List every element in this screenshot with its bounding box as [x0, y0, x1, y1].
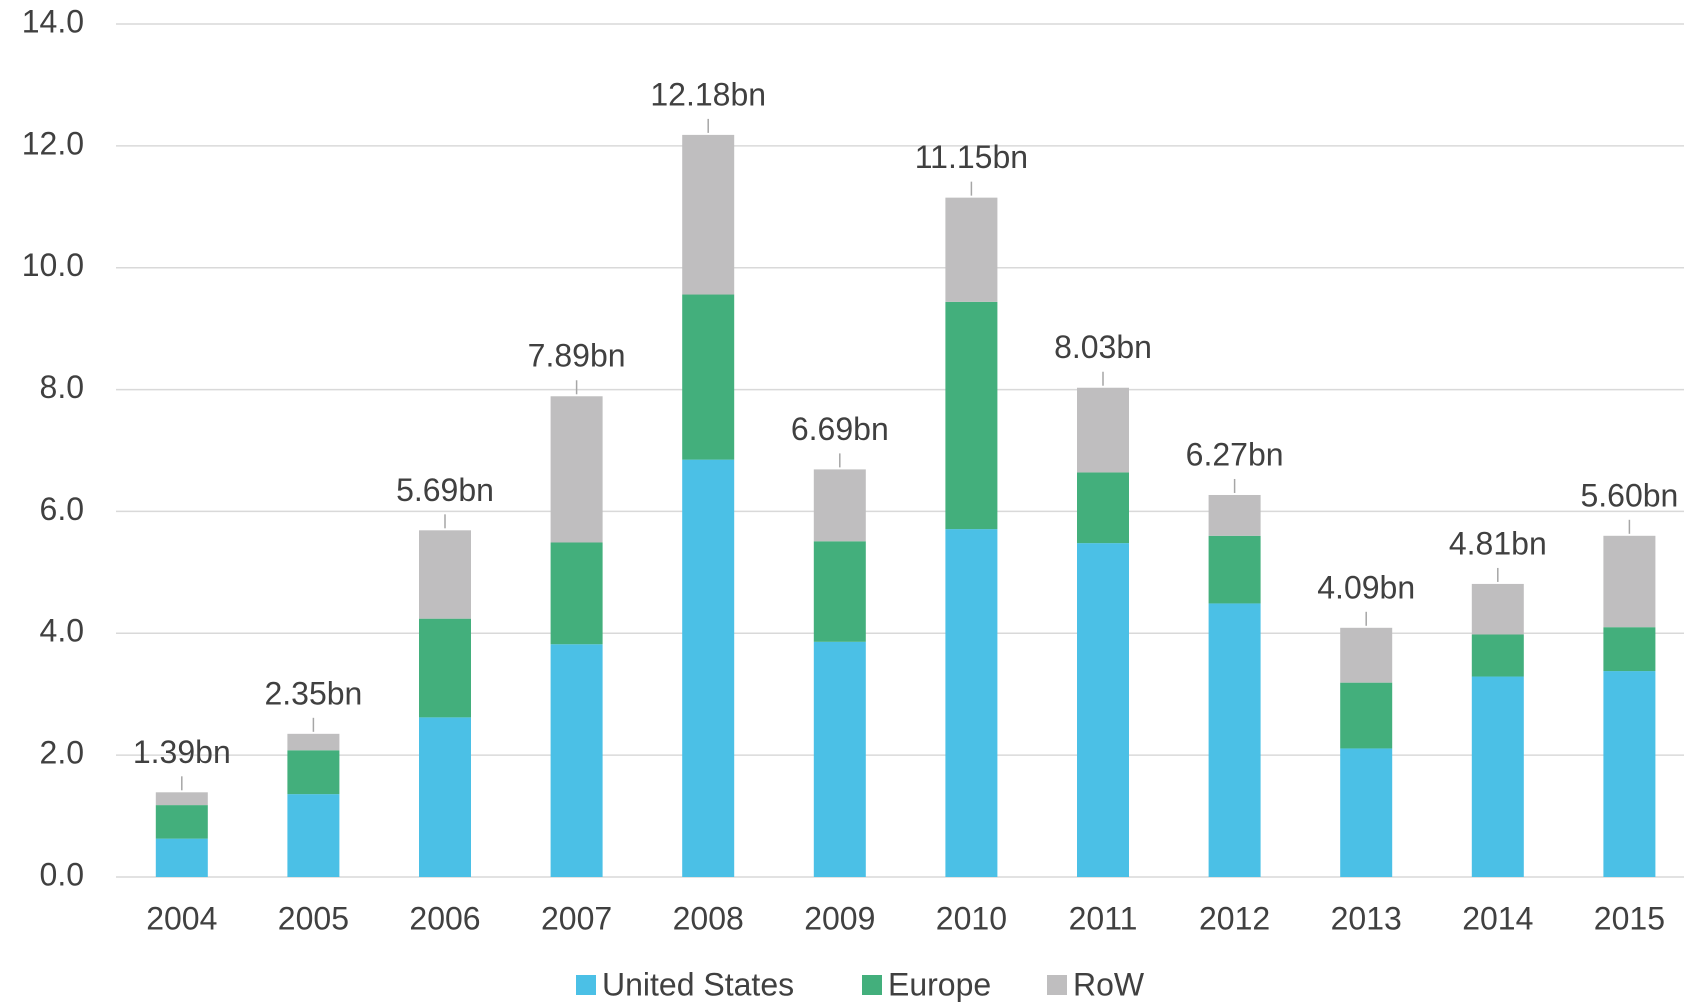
- total-label: 2.35bn: [264, 675, 362, 711]
- total-label: 1.39bn: [133, 734, 231, 770]
- x-tick-label: 2008: [673, 900, 744, 936]
- y-tick-label: 14.0: [22, 3, 84, 39]
- total-label: 6.69bn: [791, 411, 889, 447]
- bar-segment: [1340, 748, 1393, 877]
- bar-segment: [1077, 387, 1129, 473]
- bar-segment: [945, 529, 998, 877]
- bar-segment: [287, 733, 340, 751]
- bar-segment: [550, 644, 603, 877]
- bar-segment: [1603, 535, 1656, 628]
- total-label: 4.81bn: [1449, 525, 1547, 561]
- x-tick-label: 2011: [1069, 900, 1138, 936]
- total-label: 8.03bn: [1054, 329, 1152, 365]
- y-tick-label: 10.0: [22, 247, 84, 283]
- bar-segment: [1603, 627, 1656, 672]
- legend-label: United States: [602, 966, 794, 1002]
- bar-segment: [419, 618, 471, 718]
- bar-segment: [682, 134, 735, 295]
- legend-swatch: [862, 975, 882, 995]
- x-tick-label: 2006: [409, 900, 480, 936]
- x-tick-label: 2007: [541, 900, 612, 936]
- total-label: 12.18bn: [650, 76, 766, 112]
- bar-segment: [287, 794, 340, 877]
- bar-segment: [1077, 543, 1129, 877]
- x-tick-label: 2014: [1462, 900, 1533, 936]
- bar-segment: [813, 541, 866, 642]
- bar-segment: [945, 197, 998, 302]
- bar-segment: [1603, 671, 1656, 877]
- x-tick-label: 2013: [1331, 900, 1402, 936]
- bar-segment: [1471, 583, 1524, 635]
- x-tick-label: 2005: [278, 900, 349, 936]
- x-tick-label: 2012: [1199, 900, 1270, 936]
- y-tick-label: 6.0: [40, 491, 84, 527]
- bar-segment: [813, 641, 866, 877]
- bar-segment: [155, 838, 208, 877]
- x-tick-label: 2015: [1594, 900, 1665, 936]
- y-tick-label: 12.0: [22, 125, 84, 161]
- bar-segment: [682, 294, 735, 460]
- bar-segment: [287, 750, 340, 795]
- total-label: 4.09bn: [1317, 569, 1415, 605]
- y-tick-label: 0.0: [40, 856, 84, 892]
- bar-segment: [1208, 603, 1261, 877]
- total-label: 11.15bn: [915, 139, 1028, 175]
- y-tick-label: 4.0: [40, 613, 84, 649]
- bar-segment: [1471, 634, 1524, 677]
- bar-segment: [1471, 676, 1524, 877]
- bar-segment: [1208, 535, 1261, 604]
- legend-swatch: [576, 975, 596, 995]
- bar-segment: [945, 301, 998, 530]
- total-label: 5.60bn: [1580, 477, 1678, 513]
- bar-segment: [419, 717, 471, 877]
- bar-segment: [550, 542, 603, 645]
- bar-segment: [1208, 494, 1261, 536]
- y-tick-label: 2.0: [40, 735, 84, 771]
- total-label: 7.89bn: [528, 338, 626, 374]
- legend-swatch: [1047, 975, 1067, 995]
- bar-segment: [419, 530, 471, 619]
- bar-segment: [155, 805, 208, 839]
- bar-segment: [813, 469, 866, 542]
- legend-label: RoW: [1073, 966, 1145, 1002]
- x-tick-label: 2009: [804, 900, 875, 936]
- bar-segment: [1340, 627, 1393, 683]
- bar-segment: [682, 459, 735, 877]
- bar-segment: [1077, 472, 1129, 544]
- bar-segment: [155, 792, 208, 806]
- legend-label: Europe: [888, 966, 991, 1002]
- x-tick-label: 2010: [936, 900, 1007, 936]
- y-tick-label: 8.0: [40, 369, 84, 405]
- x-tick-label: 2004: [146, 900, 217, 936]
- total-label: 5.69bn: [396, 472, 494, 508]
- total-label: 6.27bn: [1186, 436, 1284, 472]
- bar-segment: [550, 396, 603, 543]
- bar-segment: [1340, 682, 1393, 749]
